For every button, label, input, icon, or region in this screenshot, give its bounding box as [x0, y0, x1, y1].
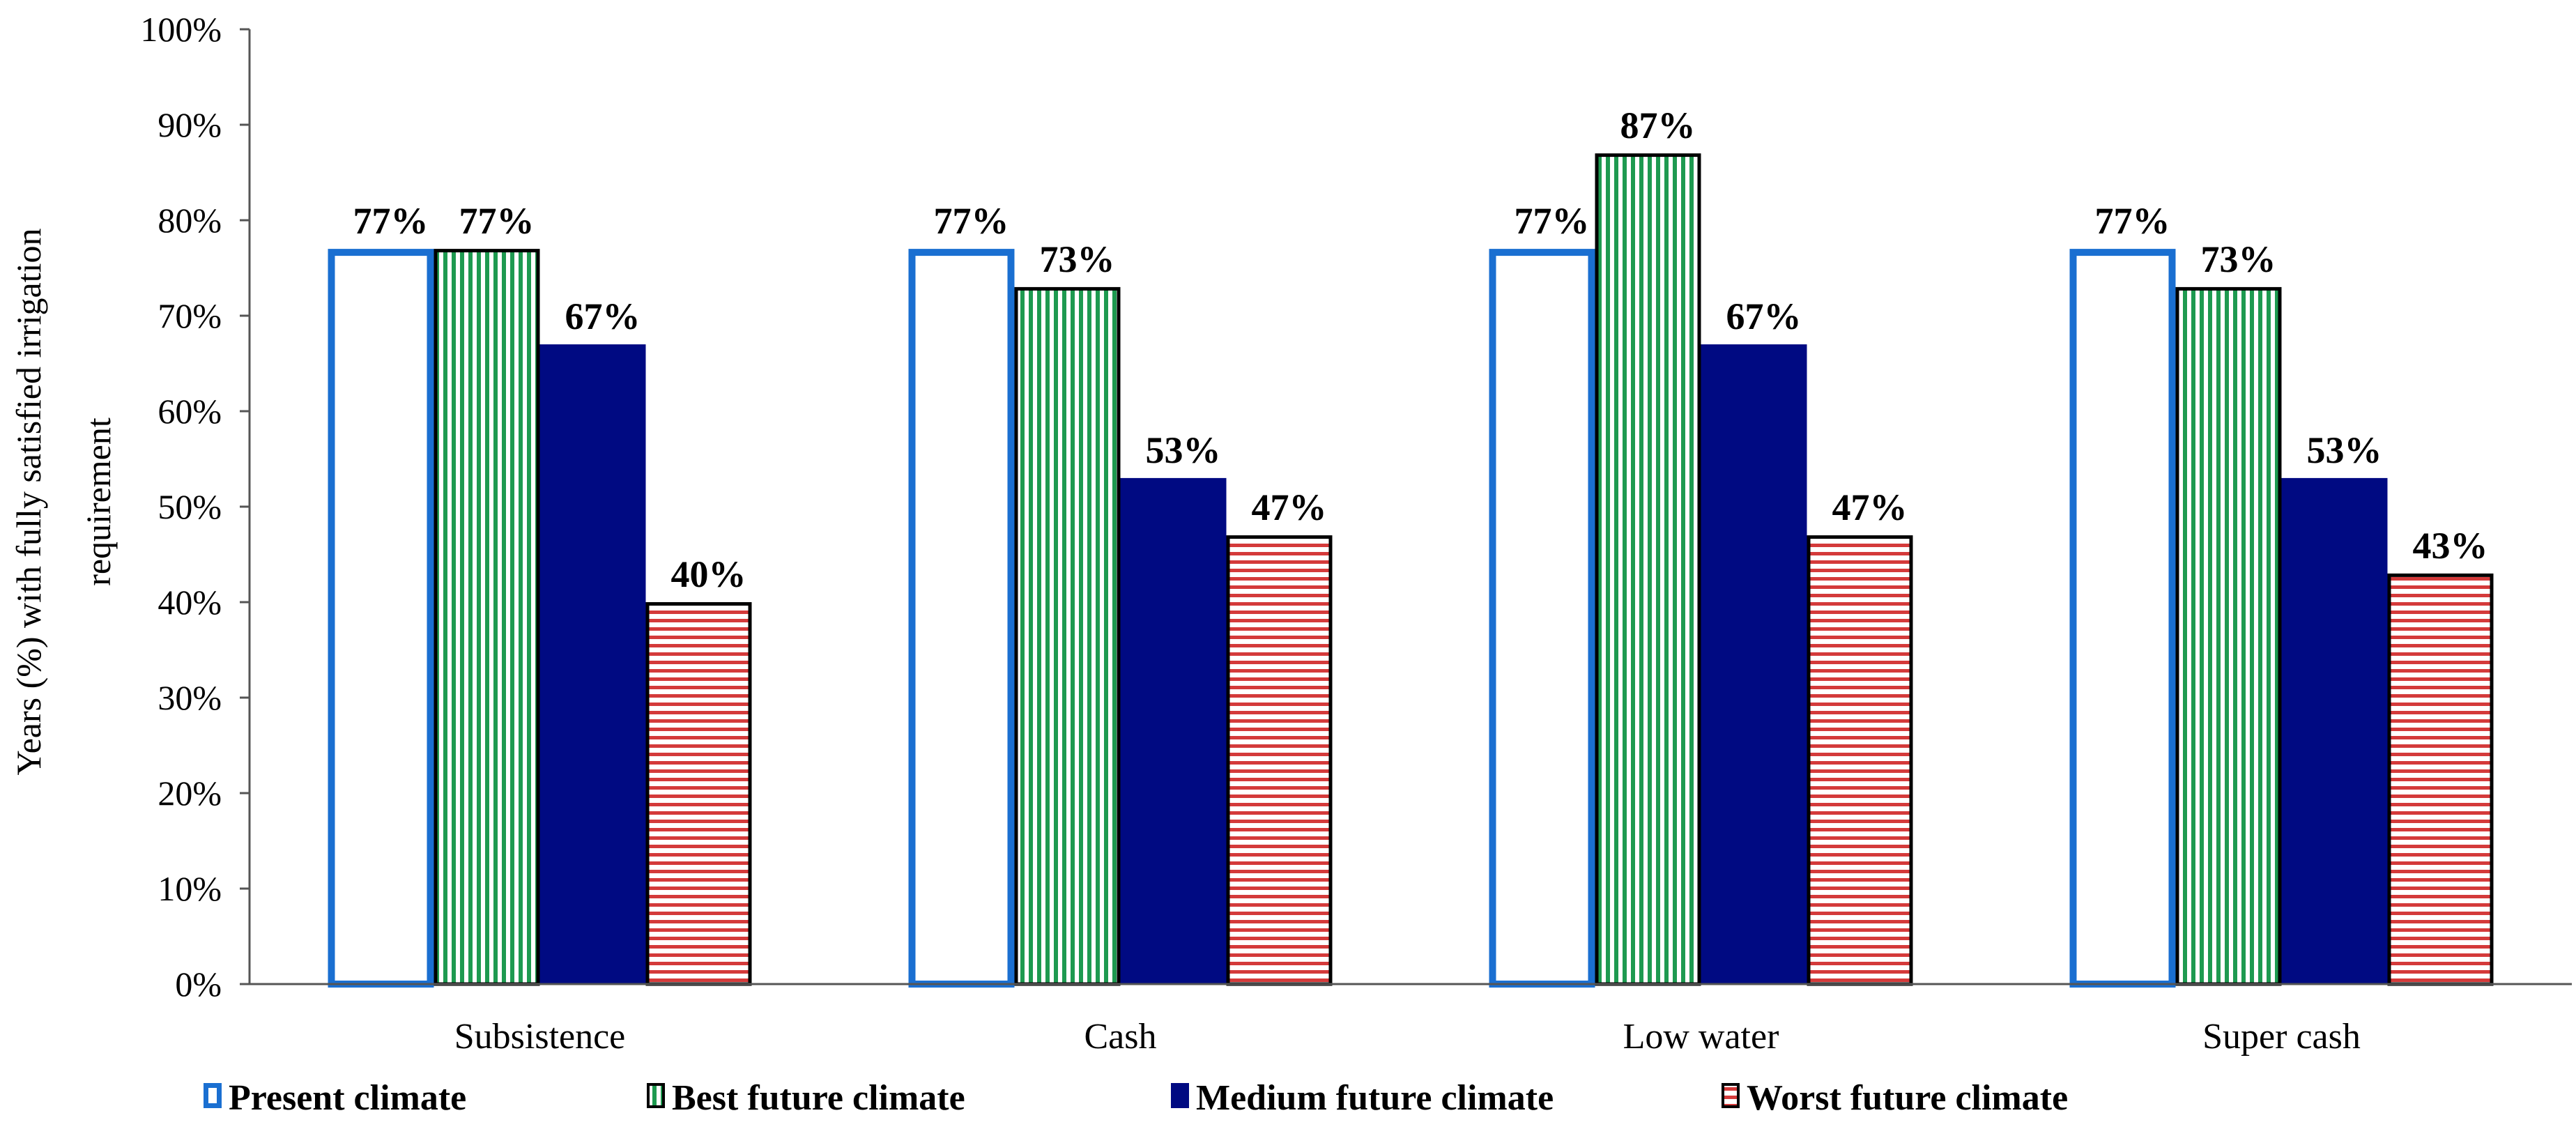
- data-label: 43%: [2413, 525, 2488, 567]
- y-tick-label: 90%: [158, 105, 222, 144]
- bar-worst-future-climate: [645, 602, 752, 986]
- y-tick-label: 100%: [140, 10, 222, 49]
- bar-medium-future-climate: [1701, 344, 1807, 985]
- bar-present-climate: [2069, 249, 2176, 988]
- bar-best-future-climate: [1014, 286, 1121, 986]
- y-tick-label: 0%: [175, 965, 222, 1004]
- bar-present-climate: [1489, 249, 1595, 988]
- legend-label: Medium future climate: [1196, 1078, 1554, 1118]
- y-tick-label: 30%: [158, 678, 222, 717]
- y-axis-title-line-2: requirement: [79, 417, 118, 586]
- data-label: 77%: [353, 200, 429, 242]
- y-tick-label: 80%: [158, 201, 222, 240]
- bar-medium-future-climate: [1120, 477, 1227, 984]
- bar-present-climate: [328, 249, 434, 988]
- data-label: 77%: [1515, 200, 1590, 242]
- data-label: 77%: [934, 200, 1009, 242]
- y-tick-label: 50%: [158, 487, 222, 526]
- legend-swatch-medium-future-climate: [1171, 1083, 1189, 1108]
- legend-label: Present climate: [229, 1078, 466, 1118]
- data-label: 67%: [1726, 295, 1802, 337]
- data-label: 47%: [1832, 486, 1908, 528]
- data-label: 77%: [2095, 200, 2170, 242]
- x-category-label: Low water: [1623, 1017, 1779, 1057]
- x-category-label: Subsistence: [454, 1017, 626, 1057]
- bar-worst-future-climate: [2387, 573, 2494, 986]
- data-label: 47%: [1252, 486, 1327, 528]
- x-category-label: Super cash: [2202, 1017, 2361, 1057]
- y-axis-ticks: 0% 10% 20% 30% 40% 50% 60% 70% 80% 90% 100%: [140, 10, 250, 1004]
- y-tick-label: 40%: [158, 583, 222, 622]
- legend-swatch-best-future-climate: [647, 1083, 665, 1108]
- bar-best-future-climate: [434, 249, 540, 986]
- y-axis-title-line-1: Years (%) with fully satisfied irrigatio…: [9, 228, 48, 775]
- bar-present-climate: [908, 249, 1015, 988]
- bar-worst-future-climate: [1807, 535, 1913, 986]
- bar-best-future-climate: [2175, 286, 2282, 986]
- y-axis-title: Years (%) with fully satisfied irrigatio…: [9, 228, 118, 775]
- bar-best-future-climate: [1595, 153, 1701, 986]
- y-tick-label: 70%: [158, 296, 222, 335]
- x-axis-categories: Subsistence Cash Low water Super cash: [454, 1017, 2361, 1057]
- y-tick-label: 60%: [158, 392, 222, 431]
- data-label: 40%: [671, 553, 746, 595]
- data-labels: 77% 77% 67% 40% 77% 73% 53% 47% 77% 87% 67% 47% 77% 7…: [353, 105, 2488, 595]
- legend-swatch-worst-future-climate: [1722, 1083, 1740, 1108]
- data-label: 67%: [565, 295, 641, 337]
- bar-medium-future-climate: [2281, 477, 2388, 984]
- legend-swatch-present-climate: [204, 1083, 222, 1108]
- legend-label: Best future climate: [672, 1078, 965, 1118]
- data-label: 73%: [1040, 238, 1115, 280]
- legend-label: Worst future climate: [1747, 1078, 2068, 1118]
- data-label: 87%: [1620, 105, 1696, 146]
- y-tick-label: 20%: [158, 774, 222, 813]
- bar-medium-future-climate: [539, 344, 646, 985]
- y-tick-label: 10%: [158, 869, 222, 908]
- data-label: 53%: [1146, 429, 1221, 471]
- data-label: 77%: [459, 200, 535, 242]
- bar-worst-future-climate: [1226, 535, 1333, 986]
- legend: Present climate Best future climate Medium…: [204, 1078, 2068, 1118]
- data-label: 73%: [2201, 238, 2276, 280]
- data-label: 53%: [2307, 429, 2382, 471]
- axes: [240, 29, 2572, 985]
- x-category-label: Cash: [1084, 1017, 1157, 1057]
- bars-group: [328, 153, 2494, 988]
